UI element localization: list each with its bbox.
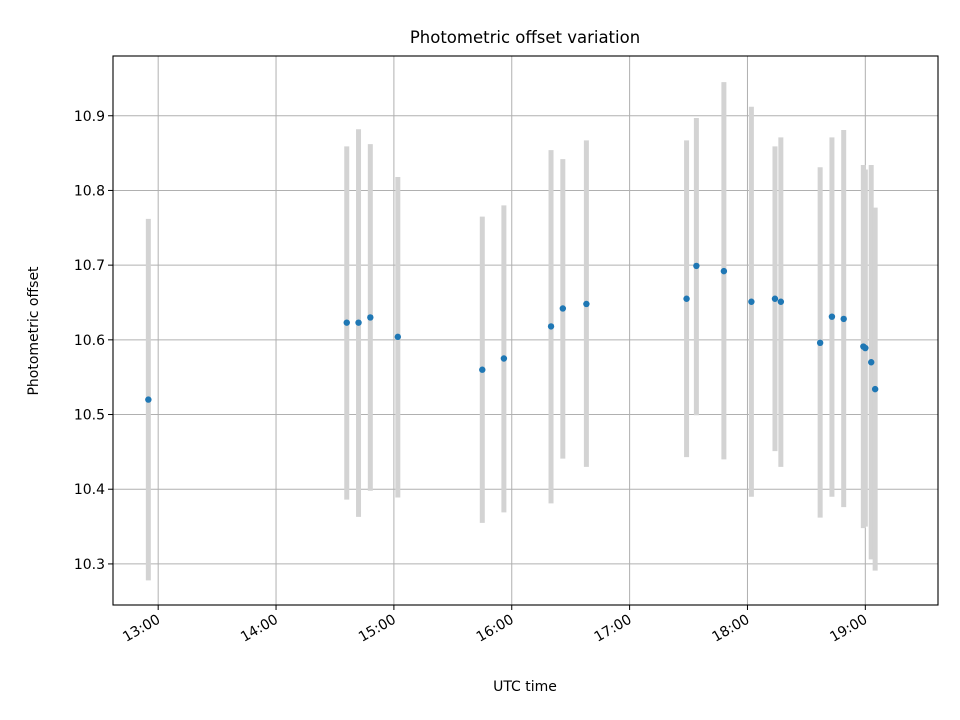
data-point — [840, 315, 847, 323]
data-point — [500, 355, 508, 362]
data-point — [683, 295, 690, 302]
y-tick-label: 10.5 — [74, 408, 105, 424]
data-point — [771, 295, 779, 302]
data-point — [693, 262, 700, 270]
data-point — [559, 305, 567, 312]
data-point — [145, 396, 152, 403]
data-point — [828, 313, 836, 320]
data-point — [816, 339, 824, 347]
data-point — [583, 300, 590, 308]
chart-title: Photometric offset variation — [410, 28, 640, 47]
y-axis-label: Photometric offset — [26, 266, 42, 396]
plot-area-frame — [112, 55, 939, 606]
data-point — [868, 359, 875, 366]
y-tick-label: 10.3 — [74, 557, 105, 573]
y-axis-ticks: 10.3 10.4 10.5 10.6 10.7 10.8 10.9 — [74, 109, 113, 573]
data-point — [777, 298, 785, 305]
y-tick-label: 10.7 — [74, 258, 105, 274]
y-tick-label: 10.9 — [74, 109, 105, 125]
data-point — [479, 366, 486, 373]
data-point — [862, 344, 869, 352]
y-tick-label: 10.8 — [74, 183, 105, 199]
y-tick-label: 10.6 — [74, 333, 105, 349]
x-axis-label: UTC time — [493, 679, 557, 695]
data-point — [394, 333, 402, 341]
data-point — [748, 298, 755, 305]
data-point — [367, 314, 374, 321]
y-tick-label: 10.4 — [74, 482, 105, 498]
data-point — [343, 319, 350, 326]
data-point — [720, 267, 728, 275]
grid-lines — [113, 56, 938, 605]
data-point — [355, 319, 362, 326]
data-point — [547, 323, 555, 330]
data-point — [871, 385, 879, 393]
data-points — [145, 262, 879, 403]
